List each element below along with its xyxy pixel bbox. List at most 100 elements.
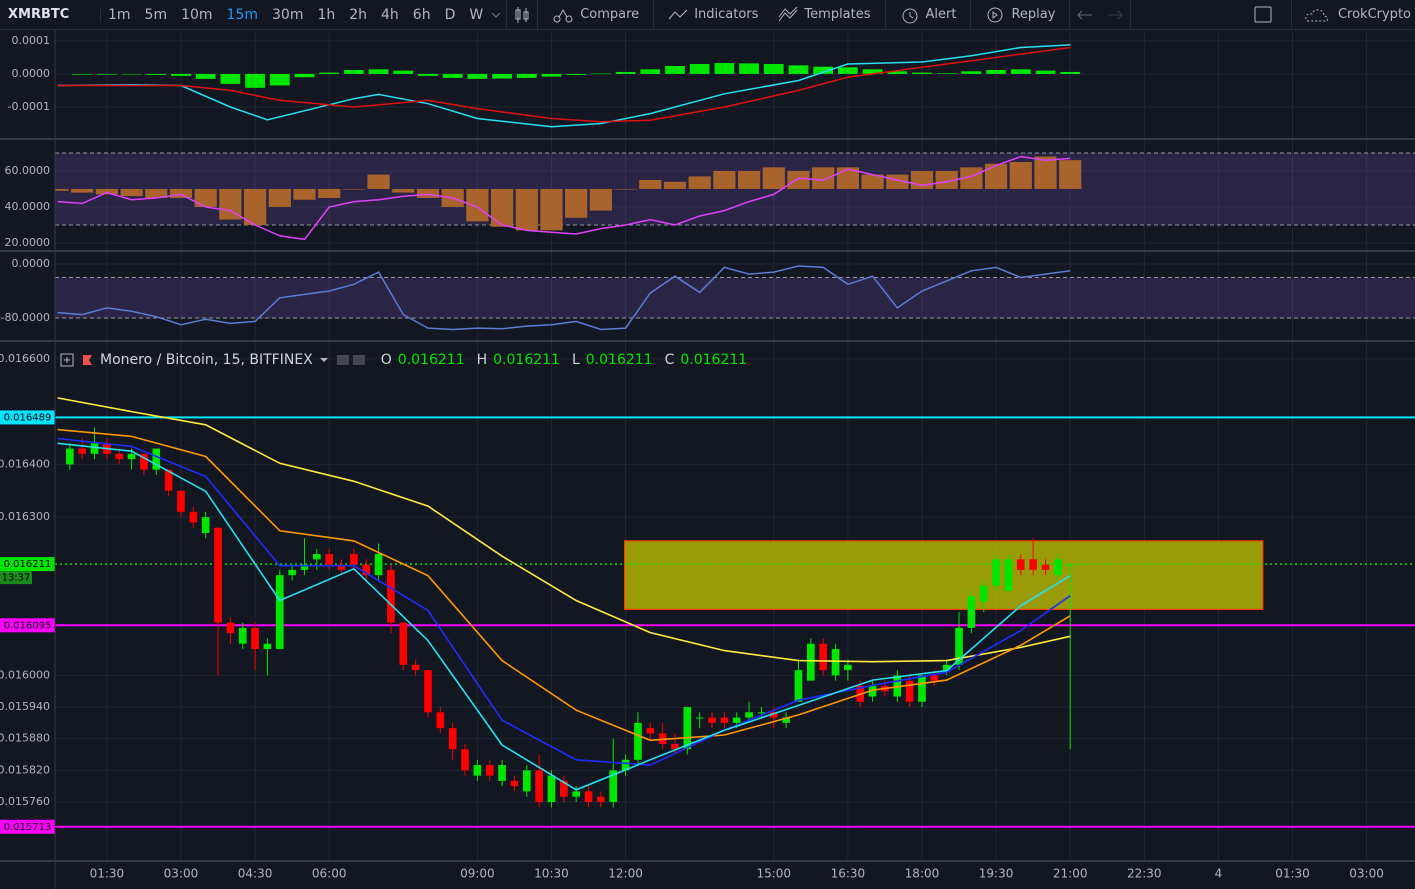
x-tick-label: 03:00 [164, 867, 199, 881]
series-menu[interactable] [319, 355, 329, 365]
series-title[interactable]: Monero / Bitcoin, 15, BITFINEX [100, 352, 313, 368]
candle-body [1041, 564, 1050, 570]
y-tick-label: 20.0000 [5, 236, 51, 249]
histogram-bar [516, 73, 537, 78]
histogram-bar [492, 73, 512, 79]
highlight-zone [623, 540, 1264, 611]
histogram-bar [614, 188, 637, 190]
candle-body [868, 685, 877, 697]
price-label-box [0, 819, 55, 834]
candle-body [769, 712, 778, 718]
y-tick-label: 60.0000 [5, 164, 51, 177]
histogram-bar [887, 71, 908, 74]
candle-body [535, 770, 543, 802]
candle-body [1054, 559, 1062, 576]
y-tick-label: 0.015940 [0, 700, 50, 713]
x-tick-label: 18:00 [905, 867, 940, 881]
symbol-flag [83, 355, 92, 365]
x-tick-label: 4 [1215, 867, 1223, 881]
histogram-bar [416, 188, 440, 198]
x-tick-label: 04:30 [238, 867, 273, 881]
y-tick-label: 0.016000 [0, 668, 50, 681]
candle-body [312, 554, 321, 560]
candle-body [794, 670, 803, 702]
ohlc-value: 0.016211 [397, 352, 465, 368]
histogram-bar [293, 188, 316, 200]
candle-body [905, 680, 914, 702]
candle-body [646, 728, 655, 734]
candle-body [164, 469, 173, 491]
interval[interactable]: 2h [349, 6, 368, 23]
y-tick-label: 0.015820 [0, 763, 50, 776]
x-tick-label: 01:30 [90, 867, 125, 881]
candle-body [337, 564, 346, 570]
histogram-bar [961, 71, 982, 74]
histogram-bar [836, 167, 859, 189]
candle-body [325, 554, 334, 565]
price-label-box [0, 557, 55, 572]
candle-body [807, 643, 815, 681]
histogram-bar [714, 63, 735, 74]
histogram-bar [615, 71, 636, 74]
candle-body [399, 622, 408, 665]
candle-body [374, 554, 383, 576]
compare-button[interactable]: Compare [542, 6, 649, 24]
interval[interactable]: D [444, 6, 456, 23]
candle-body [300, 564, 309, 570]
fullscreen-button[interactable] [1249, 5, 1279, 25]
candle-body [844, 664, 852, 671]
x-tick-label: 03:00 [1349, 867, 1384, 881]
interval[interactable]: 4h [381, 6, 399, 23]
y-tick-label: 40.0000 [5, 200, 51, 213]
separator [1130, 0, 1132, 30]
candle-body [387, 569, 395, 623]
interval-menu[interactable] [490, 9, 502, 21]
candle-body [671, 743, 679, 750]
separator [1069, 0, 1071, 30]
histogram-bar [220, 73, 241, 84]
histogram-bar [342, 188, 365, 190]
chart-style-button[interactable] [511, 5, 533, 25]
templates-button[interactable]: Templates [768, 6, 880, 23]
histogram-bar [1034, 156, 1057, 189]
indicators-button[interactable]: Indicators [658, 7, 768, 22]
histogram-bar [541, 73, 562, 77]
interval[interactable]: 1h [317, 6, 336, 23]
interval[interactable]: 15m [226, 6, 258, 23]
candle-body [955, 627, 963, 665]
histogram-bar [565, 188, 588, 218]
redo-button[interactable] [1100, 6, 1126, 24]
interval[interactable]: 6h [412, 6, 431, 23]
interval[interactable]: W [469, 6, 484, 23]
account-name[interactable]: CrokCrypto [1337, 7, 1411, 22]
interval[interactable]: 5m [144, 6, 168, 23]
series-controls[interactable] [335, 353, 369, 367]
histogram-bar [861, 174, 884, 189]
histogram-bar [986, 69, 1006, 74]
collapse-icon[interactable] [60, 353, 74, 367]
undo-button[interactable] [1074, 6, 1100, 24]
separator [537, 0, 539, 30]
histogram-bar [343, 69, 364, 74]
interval[interactable]: 30m [272, 6, 304, 23]
candle-body [201, 517, 210, 533]
x-tick-label: 19:30 [979, 867, 1014, 881]
indicator-line [57, 44, 1071, 128]
histogram-bar [763, 64, 784, 74]
histogram-bar [515, 188, 538, 231]
replay-button[interactable]: Replay [975, 6, 1065, 24]
candle-body [547, 775, 556, 802]
histogram-bar [146, 73, 167, 75]
separator [1290, 0, 1292, 30]
toolbar: XMRBTC 1m 5m 10m 15m 30m 1h 2h 4h 6h D W… [0, 0, 1415, 30]
candle-body [522, 770, 531, 792]
price-label: 0.016211 [4, 559, 52, 570]
interval[interactable]: 10m [181, 6, 213, 23]
histogram-bar [663, 181, 687, 189]
button-label: Indicators [694, 7, 759, 22]
interval[interactable]: 1m [108, 6, 131, 23]
alert-button[interactable]: Alert [890, 6, 967, 24]
histogram-bar [294, 73, 315, 78]
symbol[interactable]: XMRBTC [0, 7, 101, 22]
